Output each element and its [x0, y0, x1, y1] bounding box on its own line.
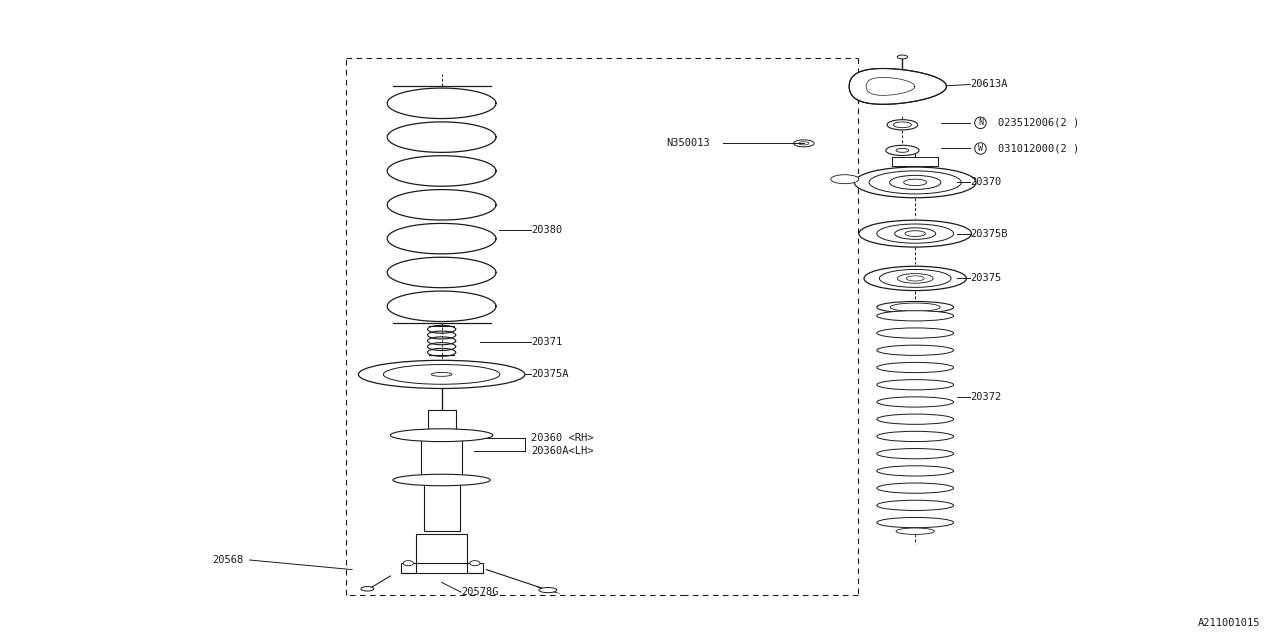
Ellipse shape	[390, 429, 493, 442]
Text: 20371: 20371	[531, 337, 562, 348]
Ellipse shape	[794, 140, 814, 147]
Text: 023512006(2 ): 023512006(2 )	[998, 118, 1079, 128]
Ellipse shape	[877, 414, 954, 424]
Text: 20370: 20370	[970, 177, 1001, 188]
Text: A211001015: A211001015	[1198, 618, 1261, 628]
Ellipse shape	[877, 345, 954, 355]
Ellipse shape	[358, 360, 525, 388]
Ellipse shape	[890, 175, 941, 189]
Ellipse shape	[895, 228, 936, 239]
Ellipse shape	[877, 483, 954, 493]
Bar	[416, 534, 467, 563]
Text: 20360 <RH>: 20360 <RH>	[531, 433, 594, 444]
Text: 031012000(2 ): 031012000(2 )	[998, 143, 1079, 154]
Text: 20375B: 20375B	[970, 228, 1007, 239]
Ellipse shape	[897, 273, 933, 283]
Text: N: N	[978, 118, 983, 127]
Ellipse shape	[877, 328, 954, 338]
Ellipse shape	[877, 301, 954, 313]
Text: 20375A: 20375A	[531, 369, 568, 380]
Ellipse shape	[470, 561, 480, 566]
Ellipse shape	[877, 380, 954, 390]
Text: N350013: N350013	[667, 138, 710, 148]
Bar	[428, 410, 456, 458]
Ellipse shape	[799, 141, 809, 145]
Text: 20360A<LH>: 20360A<LH>	[531, 446, 594, 456]
Ellipse shape	[539, 588, 557, 593]
Ellipse shape	[869, 171, 961, 194]
Ellipse shape	[403, 561, 413, 566]
Ellipse shape	[906, 276, 924, 281]
Text: 20372: 20372	[970, 392, 1001, 402]
Text: 20578G: 20578G	[461, 587, 498, 597]
Ellipse shape	[893, 122, 911, 127]
Bar	[467, 563, 483, 573]
Ellipse shape	[877, 500, 954, 511]
Ellipse shape	[877, 310, 954, 321]
Text: 20380: 20380	[531, 225, 562, 236]
Ellipse shape	[890, 303, 940, 312]
Text: W: W	[978, 144, 983, 153]
Ellipse shape	[393, 474, 490, 486]
Ellipse shape	[877, 431, 954, 442]
Ellipse shape	[877, 449, 954, 459]
Polygon shape	[849, 68, 946, 104]
Text: 20613A: 20613A	[970, 79, 1007, 90]
Ellipse shape	[896, 528, 934, 534]
Ellipse shape	[831, 175, 859, 184]
Ellipse shape	[859, 220, 972, 247]
Ellipse shape	[864, 266, 966, 291]
Ellipse shape	[904, 179, 927, 186]
Ellipse shape	[896, 148, 909, 152]
Text: 20568: 20568	[212, 555, 243, 565]
Ellipse shape	[877, 466, 954, 476]
Ellipse shape	[886, 145, 919, 156]
Bar	[424, 480, 460, 531]
Ellipse shape	[877, 224, 954, 243]
Text: 20375: 20375	[970, 273, 1001, 284]
Ellipse shape	[877, 397, 954, 407]
Ellipse shape	[384, 365, 499, 384]
Ellipse shape	[855, 167, 975, 198]
Bar	[401, 563, 416, 573]
Ellipse shape	[897, 55, 908, 59]
Ellipse shape	[877, 362, 954, 372]
Ellipse shape	[877, 518, 954, 528]
Ellipse shape	[887, 120, 918, 130]
Bar	[421, 435, 462, 480]
Ellipse shape	[431, 372, 452, 376]
Ellipse shape	[879, 269, 951, 287]
Ellipse shape	[905, 231, 925, 236]
Ellipse shape	[361, 586, 374, 591]
